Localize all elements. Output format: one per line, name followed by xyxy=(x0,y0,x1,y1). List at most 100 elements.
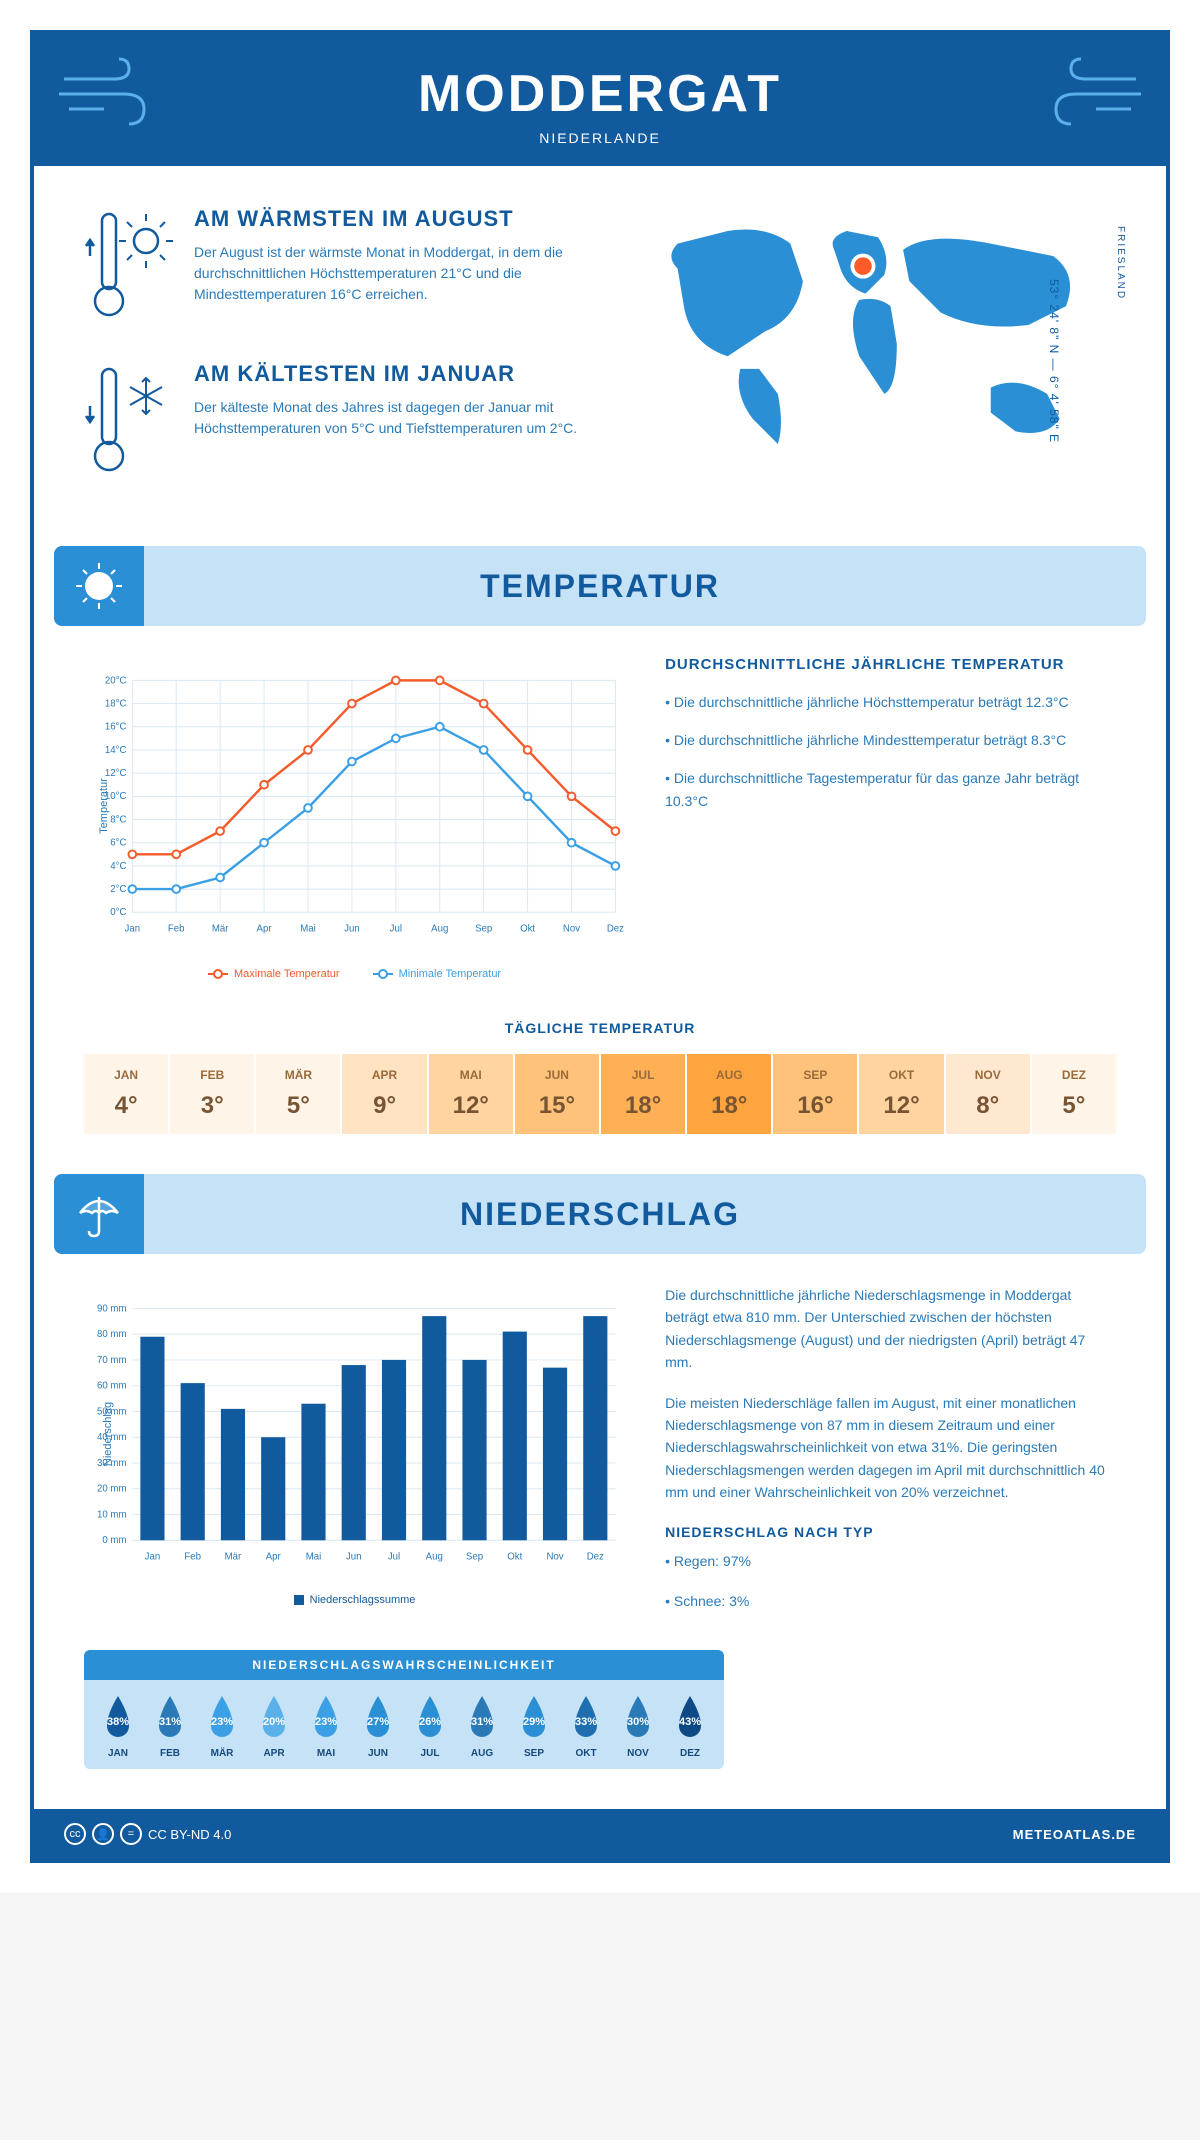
page-title: MODDERGAT xyxy=(54,64,1146,124)
daily-temp-cell: MAI12° xyxy=(429,1054,513,1134)
coldest-title: AM KÄLTESTEN IM JANUAR xyxy=(194,361,585,387)
temperature-section-header: TEMPERATUR xyxy=(54,546,1146,626)
wind-icon xyxy=(54,54,174,134)
license-info: cc 👤 = CC BY-ND 4.0 xyxy=(64,1823,231,1845)
svg-text:Aug: Aug xyxy=(431,924,448,935)
svg-text:Sep: Sep xyxy=(475,924,492,935)
footer-bar: cc 👤 = CC BY-ND 4.0 METEOATLAS.DE xyxy=(34,1809,1166,1859)
svg-text:Feb: Feb xyxy=(184,1552,201,1563)
thermometer-snow-icon xyxy=(84,361,174,486)
daily-temp-cell: JUL18° xyxy=(601,1054,685,1134)
thermometer-sun-icon xyxy=(84,206,174,331)
nd-icon: = xyxy=(120,1823,142,1845)
svg-text:14°C: 14°C xyxy=(105,745,127,756)
svg-text:90 mm: 90 mm xyxy=(97,1303,127,1314)
svg-text:80 mm: 80 mm xyxy=(97,1329,127,1340)
sun-icon xyxy=(54,546,144,626)
probability-cell: 26% JUL xyxy=(406,1694,454,1759)
probability-cell: 43% DEZ xyxy=(666,1694,714,1759)
svg-text:8°C: 8°C xyxy=(110,814,126,825)
probability-cell: 20% APR xyxy=(250,1694,298,1759)
svg-text:0°C: 0°C xyxy=(110,907,126,918)
daily-temp-cell: SEP16° xyxy=(773,1054,857,1134)
warmest-title: AM WÄRMSTEN IM AUGUST xyxy=(194,206,585,232)
probability-cell: 23% MÄR xyxy=(198,1694,246,1759)
precipitation-info: Die durchschnittliche jährliche Niedersc… xyxy=(665,1284,1116,1630)
by-icon: 👤 xyxy=(92,1823,114,1845)
probability-cell: 27% JUN xyxy=(354,1694,402,1759)
daily-temp-cell: FEB3° xyxy=(170,1054,254,1134)
umbrella-icon xyxy=(54,1174,144,1254)
daily-temp-cell: NOV8° xyxy=(946,1054,1030,1134)
svg-text:Okt: Okt xyxy=(507,1552,522,1563)
svg-text:18°C: 18°C xyxy=(105,698,127,709)
svg-text:Mär: Mär xyxy=(225,1552,242,1563)
site-name: METEOATLAS.DE xyxy=(1013,1827,1136,1842)
svg-text:60 mm: 60 mm xyxy=(97,1381,127,1392)
precipitation-section-header: NIEDERSCHLAG xyxy=(54,1174,1146,1254)
svg-text:Dez: Dez xyxy=(587,1552,604,1563)
svg-text:Aug: Aug xyxy=(426,1552,443,1563)
svg-text:Nov: Nov xyxy=(563,924,580,935)
daily-temp-cell: JUN15° xyxy=(515,1054,599,1134)
svg-text:Mai: Mai xyxy=(300,924,316,935)
svg-text:Jul: Jul xyxy=(388,1552,400,1563)
temperature-line-chart: Temperatur 0°C2°C4°C6°C8°C10°C12°C14°C16… xyxy=(84,656,625,956)
svg-text:0 mm: 0 mm xyxy=(102,1535,126,1546)
svg-text:Apr: Apr xyxy=(266,1552,282,1563)
svg-text:20°C: 20°C xyxy=(105,675,127,686)
precipitation-chart-legend: Niederschlagssumme xyxy=(84,1594,625,1608)
probability-cell: 23% MAI xyxy=(302,1694,350,1759)
svg-text:Feb: Feb xyxy=(168,924,185,935)
daily-temp-cell: OKT12° xyxy=(859,1054,943,1134)
temperature-heading: TEMPERATUR xyxy=(480,568,720,605)
precipitation-probability-table: NIEDERSCHLAGSWAHRSCHEINLICHKEIT 38% JAN … xyxy=(84,1650,724,1769)
svg-text:70 mm: 70 mm xyxy=(97,1355,127,1366)
coldest-text: Der kälteste Monat des Jahres ist dagege… xyxy=(194,397,585,439)
page-subtitle: NIEDERLANDE xyxy=(54,130,1146,146)
svg-text:Nov: Nov xyxy=(546,1552,563,1563)
daily-temp-cell: JAN4° xyxy=(84,1054,168,1134)
svg-text:4°C: 4°C xyxy=(110,861,126,872)
svg-text:16°C: 16°C xyxy=(105,722,127,733)
coordinates: 53° 24' 8" N — 6° 4' 58" E xyxy=(1047,279,1061,443)
svg-text:Mai: Mai xyxy=(306,1552,322,1563)
svg-text:Dez: Dez xyxy=(607,924,624,935)
svg-text:Jun: Jun xyxy=(346,1552,362,1563)
svg-text:Okt: Okt xyxy=(520,924,535,935)
daily-temperature-table: TÄGLICHE TEMPERATUR JAN4° FEB3° MÄR5° AP… xyxy=(34,1010,1166,1174)
probability-cell: 33% OKT xyxy=(562,1694,610,1759)
svg-text:Mär: Mär xyxy=(212,924,229,935)
coldest-block: AM KÄLTESTEN IM JANUAR Der kälteste Mona… xyxy=(84,361,585,486)
precipitation-bar-chart: Niederschlag 0 mm10 mm20 mm30 mm40 mm50 … xyxy=(84,1284,625,1584)
svg-text:6°C: 6°C xyxy=(110,838,126,849)
daily-temp-cell: MÄR5° xyxy=(256,1054,340,1134)
probability-cell: 31% FEB xyxy=(146,1694,194,1759)
header-bar: MODDERGAT NIEDERLANDE xyxy=(34,34,1166,166)
daily-temp-cell: DEZ5° xyxy=(1032,1054,1116,1134)
svg-text:Jun: Jun xyxy=(344,924,360,935)
temperature-info: DURCHSCHNITTLICHE JÄHRLICHE TEMPERATUR •… xyxy=(665,656,1116,980)
warmest-text: Der August ist der wärmste Monat in Modd… xyxy=(194,242,585,305)
svg-text:10 mm: 10 mm xyxy=(97,1509,127,1520)
precipitation-heading: NIEDERSCHLAG xyxy=(460,1196,740,1233)
region-label: FRIESLAND xyxy=(1115,226,1126,300)
svg-text:Jul: Jul xyxy=(390,924,402,935)
probability-cell: 29% SEP xyxy=(510,1694,558,1759)
cc-icon: cc xyxy=(64,1823,86,1845)
svg-text:Jan: Jan xyxy=(125,924,141,935)
wind-icon xyxy=(1026,54,1146,134)
probability-cell: 30% NOV xyxy=(614,1694,662,1759)
daily-temp-cell: AUG18° xyxy=(687,1054,771,1134)
warmest-block: AM WÄRMSTEN IM AUGUST Der August ist der… xyxy=(84,206,585,331)
svg-text:Jan: Jan xyxy=(145,1552,161,1563)
temperature-chart-legend: Maximale Temperatur Minimale Temperatur xyxy=(84,966,625,980)
probability-cell: 31% AUG xyxy=(458,1694,506,1759)
world-map-icon xyxy=(615,206,1116,487)
probability-cell: 38% JAN xyxy=(94,1694,142,1759)
svg-text:Apr: Apr xyxy=(257,924,273,935)
svg-text:Sep: Sep xyxy=(466,1552,483,1563)
svg-text:2°C: 2°C xyxy=(110,884,126,895)
daily-temp-cell: APR9° xyxy=(342,1054,426,1134)
svg-text:20 mm: 20 mm xyxy=(97,1484,127,1495)
